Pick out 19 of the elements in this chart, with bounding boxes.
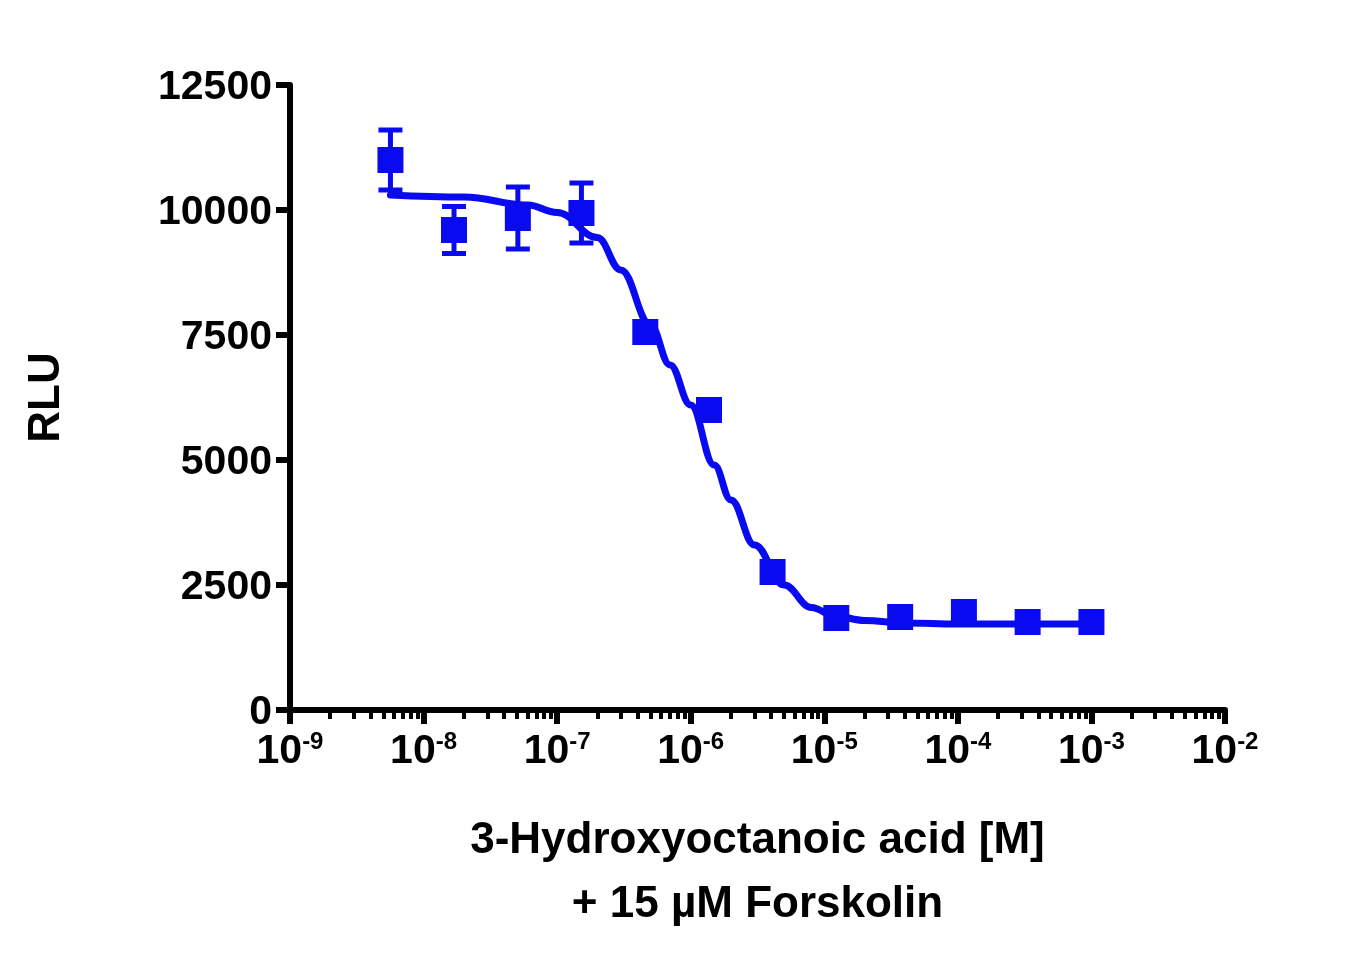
x-axis-title: 3-Hydroxyoctanoic acid [M] + 15 µM Forskolin <box>470 812 1045 926</box>
y-axis-title: RLU <box>18 352 68 443</box>
y-tick-label: 5000 <box>180 437 272 483</box>
point <box>632 319 659 345</box>
y-tick-label: 12500 <box>157 62 272 108</box>
point <box>695 397 722 423</box>
point <box>568 200 595 226</box>
point <box>504 205 531 231</box>
point <box>823 605 850 631</box>
point <box>1014 609 1041 635</box>
point <box>1078 609 1105 635</box>
y-tick-label: 0 <box>249 687 272 733</box>
y-tick-label: 7500 <box>180 312 272 358</box>
point <box>759 559 786 585</box>
point <box>887 604 914 630</box>
point <box>377 147 404 173</box>
y-tick-label: 2500 <box>180 562 272 608</box>
y-tick-label: 10000 <box>157 187 272 233</box>
point <box>441 217 468 243</box>
